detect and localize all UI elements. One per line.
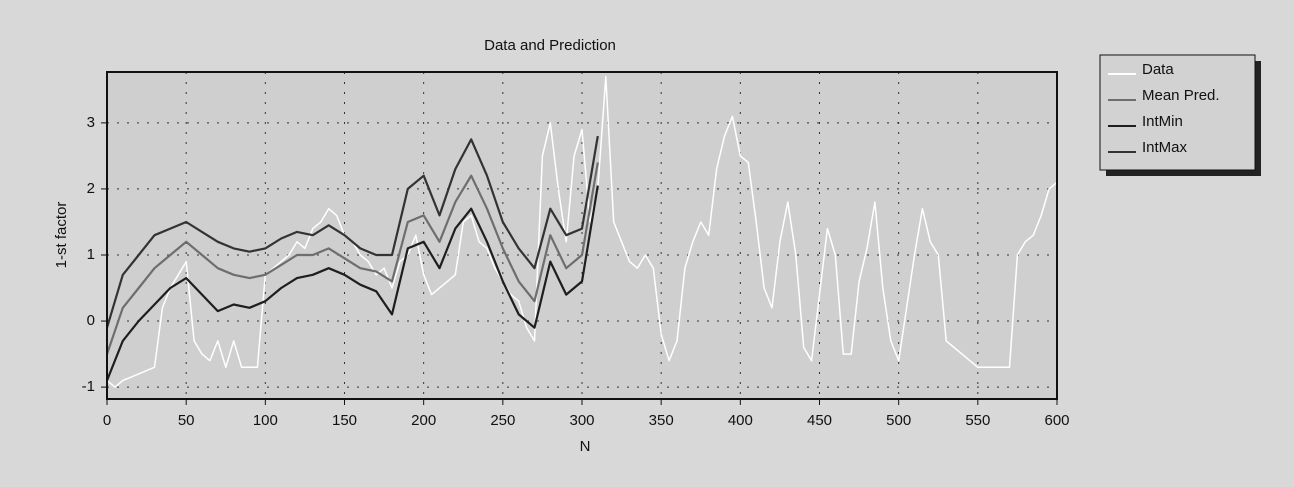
x-tick-label: 500 (886, 412, 911, 429)
x-tick-label: 200 (411, 412, 436, 429)
x-tick-label: 400 (728, 412, 753, 429)
legend-label: Data (1142, 61, 1174, 78)
legend-label: Mean Pred. (1142, 87, 1220, 104)
x-axis-label: N (580, 438, 591, 455)
y-tick-label: 1 (87, 246, 95, 263)
series-line (105, 162, 599, 355)
y-tick-label: -1 (82, 378, 95, 395)
legend-label: IntMax (1142, 139, 1188, 156)
y-tick-label: 2 (87, 180, 95, 197)
x-tick-label: 0 (103, 412, 111, 429)
x-tick-label: 300 (569, 412, 594, 429)
x-tick-label: 350 (649, 412, 674, 429)
plot-frame (106, 71, 1058, 400)
series-line (105, 185, 599, 381)
x-tick-label: 100 (253, 412, 278, 429)
y-axis-label: 1-st factor (53, 202, 70, 269)
x-tick-label: 600 (1044, 412, 1069, 429)
x-tick-label: 550 (965, 412, 990, 429)
chart-title: Data and Prediction (484, 37, 616, 54)
y-tick-label: 3 (87, 114, 95, 131)
x-tick-label: 150 (332, 412, 357, 429)
legend-label: IntMin (1142, 113, 1183, 130)
x-tick-label: 250 (490, 412, 515, 429)
x-tick-label: 450 (807, 412, 832, 429)
series-line (105, 135, 599, 329)
plot-area (107, 72, 1057, 399)
y-tick-label: 0 (87, 312, 95, 329)
x-tick-label: 50 (178, 412, 195, 429)
